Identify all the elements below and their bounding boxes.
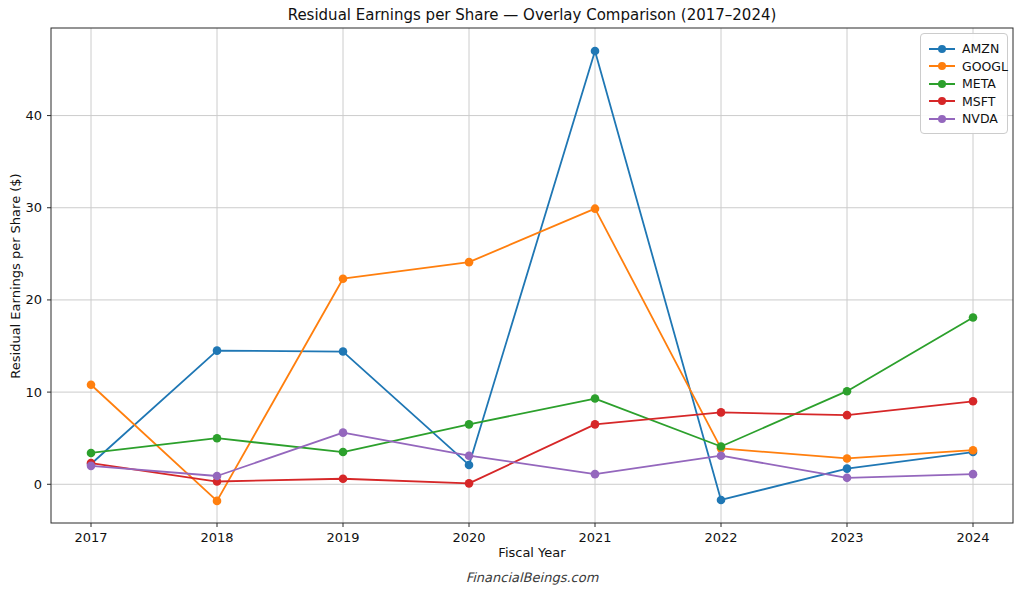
y-tick-label: 20 (25, 292, 42, 307)
data-point-meta (465, 420, 474, 429)
data-point-meta (717, 442, 726, 451)
y-tick-label: 30 (25, 200, 42, 215)
y-tick-label: 10 (25, 385, 42, 400)
x-tick-label: 2017 (74, 530, 107, 545)
legend-line-marker-icon (929, 79, 955, 89)
data-point-nvda (969, 470, 978, 479)
data-point-msft (339, 474, 348, 483)
legend-item-googl: GOOGL (929, 58, 999, 76)
x-tick-label: 2018 (200, 530, 233, 545)
series-line-googl (91, 209, 973, 501)
figure: Residual Earnings per Share — Overlay Co… (0, 0, 1024, 598)
y-axis-label: Residual Earnings per Share ($) (8, 173, 23, 378)
plot-frame (51, 28, 1013, 523)
data-point-nvda (843, 474, 852, 483)
x-axis-label: Fiscal Year (51, 545, 1013, 560)
legend-line-marker-icon (929, 61, 955, 71)
data-point-googl (87, 380, 96, 389)
legend-line-marker-icon (929, 114, 955, 124)
data-point-googl (969, 446, 978, 455)
x-tick-label: 2020 (452, 530, 485, 545)
data-point-amzn (843, 464, 852, 473)
data-point-googl (591, 204, 600, 213)
legend-label: MSFT (962, 94, 995, 109)
data-point-nvda (465, 451, 474, 460)
data-point-msft (843, 411, 852, 420)
y-tick-label: 0 (34, 477, 42, 492)
data-point-nvda (591, 470, 600, 479)
data-point-googl (465, 258, 474, 267)
data-point-msft (969, 397, 978, 406)
footer-credit: FinancialBeings.com (51, 570, 1013, 585)
legend-line-marker-icon (929, 44, 955, 54)
legend-item-nvda: NVDA (929, 110, 999, 128)
data-point-googl (843, 454, 852, 463)
legend-item-msft: MSFT (929, 93, 999, 111)
legend-label: AMZN (962, 41, 999, 56)
data-point-msft (717, 408, 726, 417)
data-point-amzn (591, 47, 600, 56)
data-point-nvda (717, 451, 726, 460)
data-point-meta (591, 394, 600, 403)
legend-label: GOOGL (962, 59, 1008, 74)
data-point-meta (843, 387, 852, 396)
legend-label: META (962, 76, 996, 91)
series-line-meta (91, 317, 973, 453)
series-line-amzn (91, 51, 973, 500)
x-tick-label: 2023 (830, 530, 863, 545)
data-point-amzn (213, 346, 222, 355)
data-point-amzn (717, 496, 726, 505)
data-point-meta (87, 449, 96, 458)
data-point-googl (213, 497, 222, 506)
legend-label: NVDA (962, 111, 998, 126)
data-point-amzn (465, 461, 474, 470)
data-point-nvda (87, 462, 96, 471)
y-tick-label: 40 (25, 108, 42, 123)
chart-canvas: 0 10 20 30 40 2017 2018 2019 2020 2021 2022 2023 202… (0, 0, 1024, 598)
legend: AMZNGOOGLMETAMSFTNVDA (920, 33, 1008, 134)
x-tick-label: 2022 (704, 530, 737, 545)
data-point-meta (213, 434, 222, 443)
data-point-amzn (339, 347, 348, 356)
x-tick-label: 2024 (956, 530, 989, 545)
legend-line-marker-icon (929, 96, 955, 106)
data-point-meta (969, 313, 978, 322)
x-tick-label: 2021 (578, 530, 611, 545)
data-point-nvda (213, 472, 222, 481)
data-point-msft (465, 479, 474, 488)
data-point-googl (339, 274, 348, 283)
data-point-nvda (339, 428, 348, 437)
legend-item-amzn: AMZN (929, 40, 999, 58)
data-point-meta (339, 448, 348, 457)
legend-item-meta: META (929, 75, 999, 93)
x-tick-label: 2019 (326, 530, 359, 545)
data-point-msft (591, 420, 600, 429)
